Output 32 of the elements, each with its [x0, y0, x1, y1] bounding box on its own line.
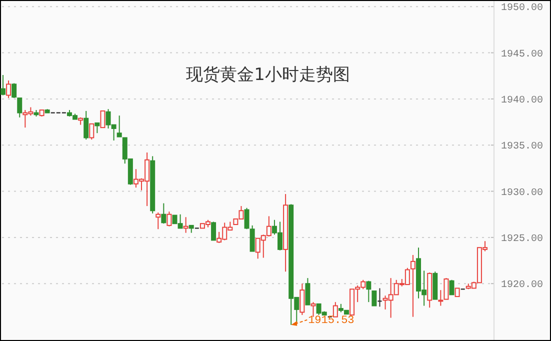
candlestick [166, 211, 172, 227]
candlestick [449, 279, 454, 296]
candlestick [366, 280, 372, 303]
candlestick [6, 80, 12, 99]
candlestick [161, 202, 166, 224]
candlestick [310, 302, 316, 318]
y-tick-label: 1920.00 [501, 280, 544, 292]
y-tick-label: 1930.00 [501, 188, 544, 199]
candlestick [410, 254, 416, 318]
candlestick [94, 122, 100, 134]
y-tick-label: 1945.00 [501, 49, 544, 60]
candlestick [211, 221, 216, 241]
candlestick [100, 110, 106, 128]
annotation: 1915.53 [308, 314, 354, 327]
candlestick [84, 110, 89, 140]
y-tick-label: 1940.00 [501, 95, 544, 106]
candlestick [12, 82, 17, 99]
candlestick [183, 216, 188, 234]
candlestick [244, 207, 250, 230]
y-tick-label: 1925.00 [501, 234, 544, 245]
y-tick-label: 1950.00 [501, 3, 544, 14]
candlestick [300, 283, 305, 316]
candlestick [372, 290, 377, 306]
candlestick [156, 212, 161, 230]
candlestick [89, 123, 94, 140]
candlestick [305, 278, 310, 306]
text: 现货黄金1小时走势图 [186, 65, 350, 85]
y-tick-label: 1935.00 [501, 142, 544, 153]
candlestick [0, 74, 6, 96]
candlestick [17, 98, 22, 118]
candlestick [250, 224, 255, 252]
candlestick [332, 302, 338, 318]
